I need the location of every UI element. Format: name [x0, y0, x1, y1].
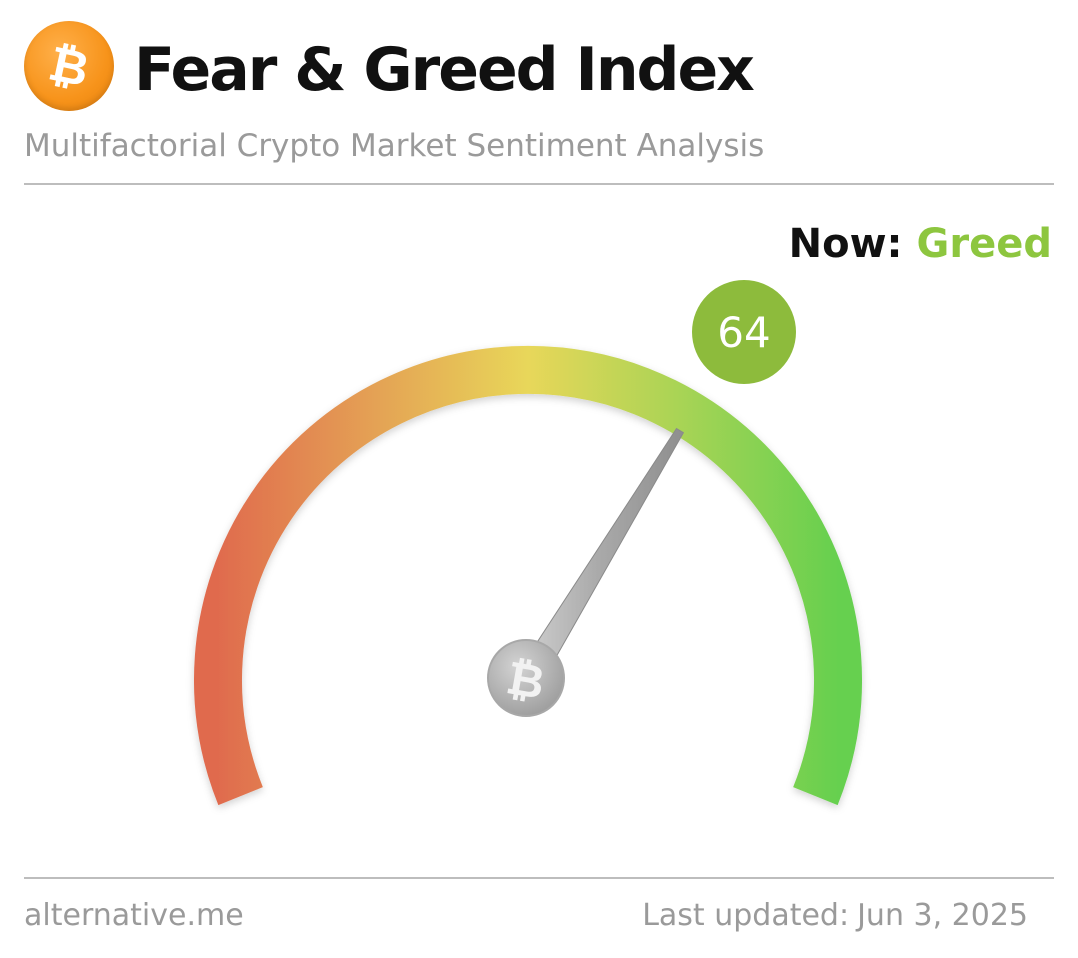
last-updated: Last updated: Jun 3, 2025	[642, 894, 1028, 938]
now-value: Greed	[916, 221, 1052, 267]
footer-divider	[24, 877, 1054, 879]
gauge-value: 64	[717, 308, 770, 357]
last-updated-label: Last updated:	[642, 898, 850, 933]
value-badge: 64	[692, 280, 796, 384]
header-divider	[24, 183, 1054, 185]
bitcoin-logo-icon: ₿	[24, 21, 114, 111]
now-label: Now:	[788, 221, 903, 267]
current-sentiment: Now: Greed	[789, 216, 1052, 272]
source-link[interactable]: alternative.me	[24, 898, 244, 933]
gauge-arc	[194, 345, 862, 806]
gauge-hub-bitcoin-icon: ₿	[487, 639, 565, 717]
page-subtitle: Multifactorial Crypto Market Sentiment A…	[24, 128, 765, 164]
svg-text:₿: ₿	[502, 650, 548, 710]
last-updated-date: Jun 3, 2025	[857, 898, 1028, 933]
page-title: Fear & Greed Index	[134, 35, 755, 105]
